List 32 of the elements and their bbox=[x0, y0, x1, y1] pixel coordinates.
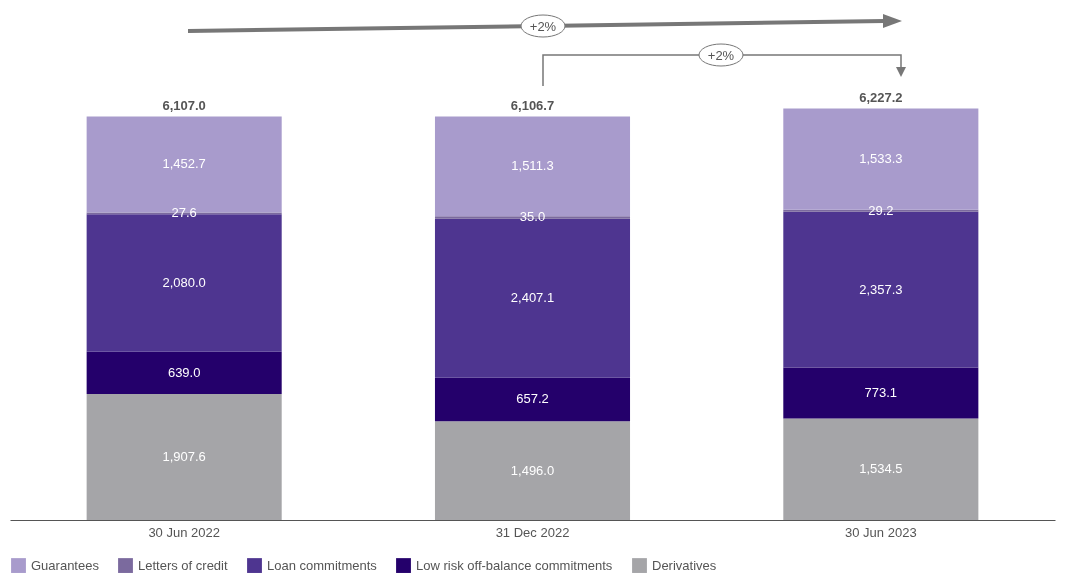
legend-label: Low risk off-balance commitments bbox=[416, 557, 613, 573]
data-label: 639.0 bbox=[167, 364, 201, 380]
x-tick-label: 30 Jun 2022 bbox=[148, 524, 220, 540]
data-label: 773.1 bbox=[864, 385, 898, 401]
bar bbox=[783, 418, 979, 520]
text: +2% bbox=[529, 19, 557, 34]
x-tick-label: 31 Dec 2022 bbox=[495, 524, 570, 540]
total-label: 6,227.2 bbox=[859, 90, 903, 106]
data-label: 657.2 bbox=[516, 391, 549, 407]
bar bbox=[434, 421, 631, 520]
data-label: 2,080.0 bbox=[162, 274, 206, 290]
data-label: 1,534.5 bbox=[859, 461, 903, 477]
legend-label: Loan commitments bbox=[267, 557, 378, 573]
legend-label: Derivatives bbox=[652, 557, 717, 573]
bar bbox=[86, 351, 282, 394]
legend-label: Letters of credit bbox=[138, 557, 228, 573]
data-label: 27.6 bbox=[171, 205, 197, 221]
data-label: 2,407.1 bbox=[510, 290, 555, 306]
data-label: 2,357.3 bbox=[859, 281, 903, 297]
data-label: 1,511.3 bbox=[511, 158, 554, 174]
legend-label: Guarantees bbox=[31, 557, 100, 573]
data-label: 1,496.0 bbox=[510, 462, 555, 478]
total-label: 6,106.7 bbox=[510, 98, 555, 114]
data-label: 1,907.6 bbox=[162, 448, 206, 464]
bar bbox=[783, 367, 979, 419]
data-label: 1,533.3 bbox=[859, 151, 903, 167]
total-label: 6,107.0 bbox=[162, 98, 206, 114]
bar bbox=[86, 393, 282, 520]
x-tick-label: 30 Jun 2023 bbox=[845, 524, 917, 540]
text: +2% bbox=[707, 48, 735, 63]
bar bbox=[434, 377, 631, 422]
data-label: 1,452.7 bbox=[162, 156, 206, 172]
